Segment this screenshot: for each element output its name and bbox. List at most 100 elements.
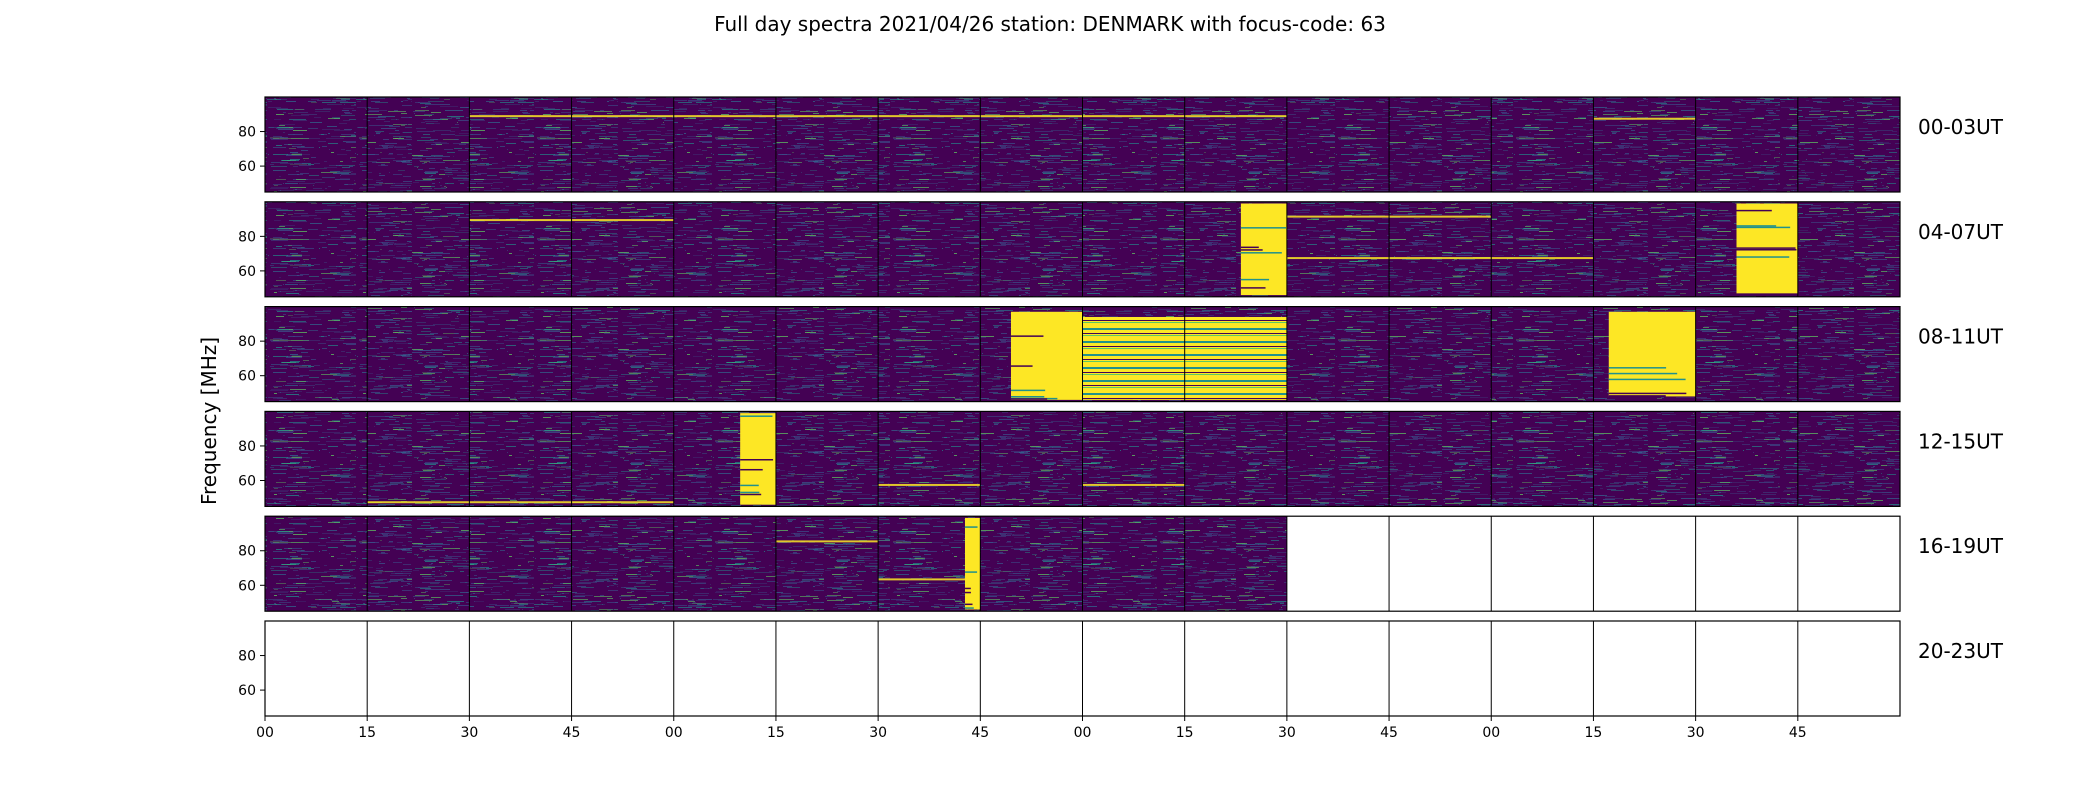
y-tick-label: 60: [238, 683, 256, 699]
spectrum-noise: [1184, 97, 1287, 192]
spectrum-noise: [1593, 201, 1696, 297]
row-frame: [264, 410, 1901, 507]
row-frame: [264, 201, 1901, 298]
bright-line: [469, 501, 572, 504]
spectrum-noise: [469, 516, 572, 612]
bright-line: [1082, 115, 1185, 118]
bright-line: [571, 219, 674, 222]
spectrum-noise: [1695, 306, 1798, 402]
burst-band: [1240, 227, 1286, 229]
empty-block: [1797, 516, 1900, 612]
spectrum-noise: [1082, 516, 1185, 612]
bright-line: [878, 115, 981, 118]
burst-band: [1736, 209, 1772, 212]
x-tick-label: 45: [1789, 725, 1807, 741]
row-frame: [264, 96, 1901, 193]
spectrum-noise: [1286, 201, 1390, 297]
spectrum-noise: [673, 516, 776, 612]
bright-line: [878, 578, 981, 581]
spectrum-noise: [469, 306, 572, 402]
spectra-row: 80 60 00-03UT: [238, 96, 2004, 193]
spectrum-noise: [1797, 306, 1900, 402]
spectrum-noise: [673, 306, 776, 402]
spectrum-noise: [1286, 97, 1390, 192]
burst-band: [740, 493, 762, 496]
burst-band: [1736, 256, 1790, 258]
empty-block: [775, 621, 879, 716]
bright-line: [775, 115, 879, 118]
empty-block: [1082, 621, 1185, 716]
x-tick-label: 30: [869, 725, 887, 741]
burst-band: [1736, 226, 1791, 229]
x-tick-label: 30: [1687, 725, 1705, 741]
y-tick-label: 60: [238, 369, 256, 385]
bright-line: [1286, 257, 1390, 260]
empty-block: [1695, 621, 1798, 716]
bright-line: [469, 219, 572, 222]
bright-line: [775, 540, 879, 543]
empty-block: [1389, 516, 1492, 612]
x-tick-label: 15: [358, 725, 376, 741]
spectra-row: 80 60 16-19UT: [238, 515, 2004, 612]
row-time-label: 16-19UT: [1918, 534, 2004, 558]
bright-line: [571, 501, 674, 504]
burst-band: [1608, 395, 1666, 397]
spectrum-noise: [469, 97, 572, 192]
spectrum-noise: [469, 201, 572, 297]
burst-fill: [964, 517, 981, 610]
radio-burst: [1010, 311, 1083, 400]
spectrum-noise: [878, 97, 981, 192]
burst-fill: [740, 413, 776, 505]
spectrum-noise: [469, 411, 572, 507]
spectrum-noise: [1389, 201, 1492, 297]
y-tick-label: 80: [238, 125, 256, 141]
burst-band: [964, 603, 973, 606]
empty-block: [980, 621, 1083, 716]
empty-block: [571, 621, 674, 716]
burst-band: [740, 468, 763, 471]
empty-block: [1695, 516, 1798, 612]
empty-block: [1593, 516, 1696, 612]
spectrum-noise: [1491, 306, 1594, 402]
spectrum-noise: [1184, 516, 1287, 612]
spectrum-noise: [265, 306, 368, 402]
x-tick-label: 00: [665, 725, 683, 741]
spectrum-noise: [980, 516, 1083, 612]
burst-band: [1010, 398, 1048, 400]
x-tick-label: 45: [563, 725, 581, 741]
spectrum-noise: [367, 516, 470, 612]
row-time-label: 00-03UT: [1918, 115, 2004, 139]
y-tick-label: 60: [238, 578, 256, 594]
y-tick-label: 60: [238, 473, 256, 489]
y-tick-label: 80: [238, 334, 256, 350]
spectrum-noise: [775, 201, 879, 297]
spectrum-noise: [1695, 97, 1798, 192]
spectrum-noise: [571, 97, 674, 192]
bright-line: [1389, 215, 1492, 218]
row-frame: [264, 306, 1901, 403]
spectrum-noise: [775, 411, 879, 507]
radio-burst: [1608, 311, 1696, 398]
burst-band: [1608, 378, 1686, 381]
x-tick-label: 15: [1176, 725, 1194, 741]
spectrum-noise: [1184, 411, 1287, 507]
empty-block: [1389, 621, 1492, 716]
y-axis-label: Frequency [MHz]: [197, 337, 221, 505]
spectrum-noise: [1389, 306, 1492, 402]
spectra-row: 80 60 12-15UT: [238, 410, 2004, 507]
empty-block: [265, 621, 368, 716]
spectra-row: 80 60 08-11UT: [238, 306, 2004, 403]
spectrum-noise: [1389, 411, 1492, 507]
row-frame: [264, 515, 1901, 612]
burst-band: [740, 484, 759, 487]
spectra-row: 80 60 20-23UT: [238, 620, 2004, 717]
spectrum-noise: [367, 97, 470, 192]
spectrum-noise: [1389, 97, 1492, 192]
radio-burst: [740, 413, 776, 505]
radio-burst: [1736, 203, 1798, 294]
spectrum-noise: [775, 516, 879, 612]
empty-block: [673, 621, 776, 716]
spectrum-noise: [1286, 306, 1390, 402]
y-tick-label: 80: [238, 439, 256, 455]
